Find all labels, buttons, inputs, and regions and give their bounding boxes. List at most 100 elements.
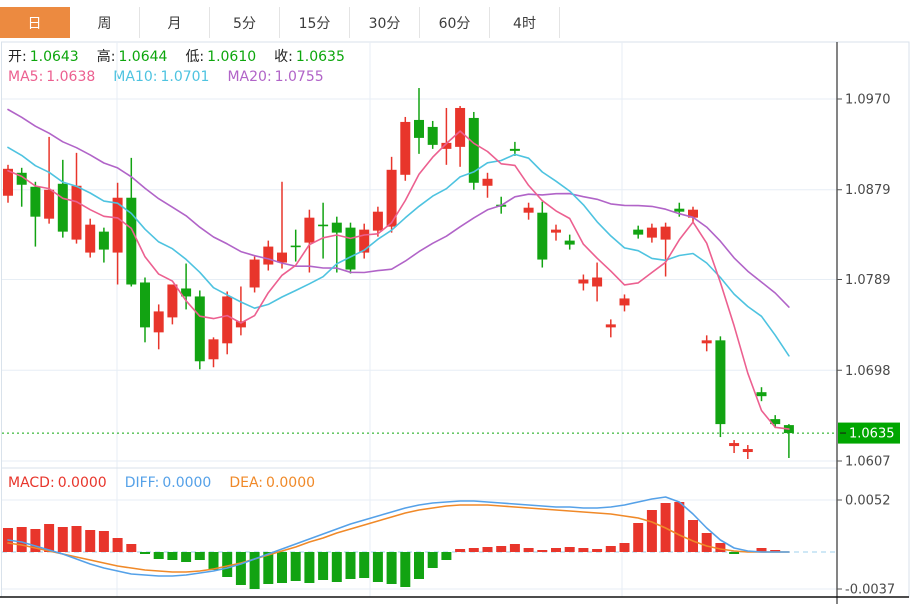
legend-macd-item-dea: DEA: 0.0000 [229,476,315,491]
macd-hist-bar [496,546,507,552]
macd-hist-bar [153,552,164,559]
ma5-line [7,130,790,430]
legend-ma-value-ma10: 1.0701 [160,69,210,85]
tab-week[interactable]: 周 [70,7,140,38]
candle-body [660,226,671,240]
macd-hist-bar [277,552,287,583]
legend-ma-label-ma20: MA20: [227,69,272,85]
candle-body [16,172,27,185]
price-tick-label: 1.0970 [845,93,891,108]
legend-ma-item-ma20: MA20: 1.0755 [227,70,323,85]
legend-macd-label-diff: DIFF: [124,475,160,491]
legend-ma-value-ma5: 1.0638 [46,69,96,85]
legend-macd-value-dea: 0.0000 [266,475,316,491]
macd-hist-bar [359,552,370,578]
macd-hist-bar [318,552,329,580]
tab-4hour[interactable]: 4时 [490,7,560,38]
legend-ma-label-ma10: MA10: [113,69,158,85]
macd-hist-bar [85,530,96,552]
candle-body [277,252,287,263]
candle-body [85,224,96,253]
legend-ohlc-label-open: 开: [8,49,27,65]
candle-body [592,277,603,287]
candle-body [455,107,466,147]
macd-hist-bar [578,548,589,552]
candle-body [318,224,329,227]
candle-body [770,419,781,425]
legend-ma-value-ma20: 1.0755 [274,69,324,85]
legend-macd-item-macd: MACD: 0.0000 [8,476,107,491]
price-tick-label: 1.0789 [845,273,891,288]
legend-ohlc-label-low: 低: [185,49,205,65]
candle-body [633,229,644,235]
candle-body [140,282,150,328]
legend-ohlc-value-high: 1.0644 [118,49,168,65]
candle-body [523,207,534,213]
candle-body [400,121,411,175]
macd-hist-bar [509,544,520,552]
legend-ohlc-item-close: 收: 1.0635 [274,50,345,65]
macd-hist-bar [482,547,493,552]
tab-day[interactable]: 日 [0,7,70,38]
candle-body [331,222,342,233]
candle-body [578,279,589,284]
tab-5min[interactable]: 5分 [210,7,280,38]
candle-body [167,284,178,318]
candle-body [44,189,55,219]
macd-hist-bar [98,531,109,552]
macd-hist-bar [290,552,301,581]
timeframe-tabbar: 日周月 5分 15分 30分 60分 4时 [0,7,560,38]
candle-body [3,168,13,196]
candle-body [112,197,123,253]
macd-hist-bar [140,552,150,554]
macd-hist-bar [331,552,342,582]
candle-body [153,311,164,333]
candle-body [729,443,740,447]
macd-hist-bar [537,550,548,552]
macd-hist-bar [126,544,137,552]
price-tick-label: 1.0698 [845,364,891,379]
candle-body [181,288,192,297]
macd-hist-bar [756,548,767,552]
macd-hist-bar [71,526,82,552]
legend-macd-item-diff: DIFF: 0.0000 [125,476,212,491]
candle-body [688,209,698,218]
macd-hist-bar [16,527,27,552]
price-tick-label: 1.0607 [845,455,891,470]
macd-hist-bar [729,552,740,554]
macd-hist-bar [701,533,712,552]
candle-body [551,229,561,233]
macd-hist-bar [674,502,685,552]
macd-hist-bar [468,548,479,552]
candle-body [235,321,246,328]
tab-60min[interactable]: 60分 [420,7,490,38]
candle-body [263,246,274,265]
macd-hist-bar [235,552,246,585]
legend-macd-value-diff: 0.0000 [162,475,212,491]
macd-hist-bar [345,552,356,579]
macd-tick-label: 0.0052 [845,494,891,509]
macd-hist-bar [372,552,383,582]
candle-body [742,449,753,453]
candle-body [715,340,726,425]
tab-30min[interactable]: 30分 [350,7,420,38]
macd-hist-bar [304,552,315,583]
macd-hist-bar [633,523,644,552]
macd-hist-bar [441,552,452,560]
candle-body [537,212,548,260]
price-tick-label: 1.0879 [845,183,891,198]
macd-hist-bar [386,552,397,584]
tab-month[interactable]: 月 [140,7,210,38]
macd-hist-bar [222,552,233,577]
candle-body [304,217,315,243]
candle-body [646,227,657,238]
macd-hist-bar [181,552,192,562]
macd-hist-bar [455,549,466,552]
candle-body [441,142,452,149]
legend-ohlc-label-close: 收: [274,49,293,65]
legend-ohlc-value-close: 1.0635 [295,49,345,65]
macd-hist-bar [44,524,55,552]
tab-15min[interactable]: 15分 [280,7,350,38]
